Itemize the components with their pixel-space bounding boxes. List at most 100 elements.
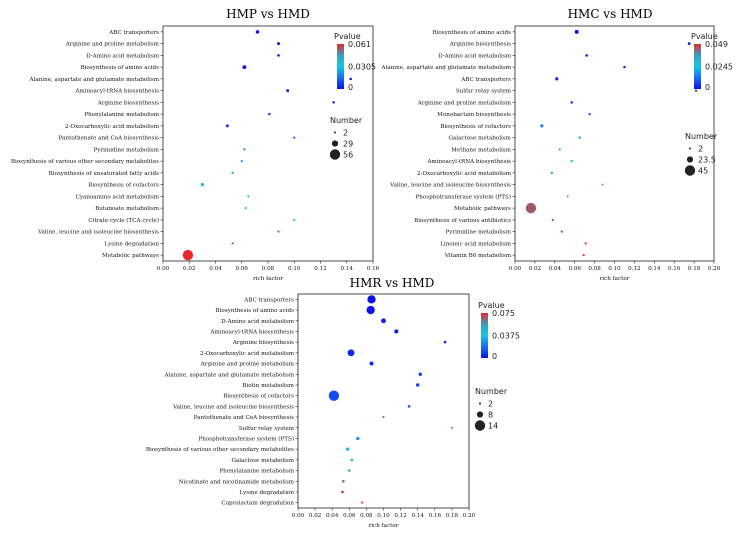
y-tick-label: Alanine, aspartate and glutamate metabol… [381,65,512,71]
y-tick-label: Lysine degradation [239,490,294,496]
x-tick-label: 0.08 [360,513,373,519]
chart-title: HMP vs HMD [226,7,310,21]
y-tick-label: Aminoacyl-tRNA biosynthesis [74,89,159,95]
pvalue-legend-value: 0.061 [348,40,371,49]
y-tick-label: Pyrimidine metabolism [94,147,160,153]
y-tick-label: D-Amino acid metabolism [221,319,295,325]
chart-panel-2: HMC vs HMD Biosynthesis of amino acids Arg… [381,7,733,282]
y-tick-label: Phosphotransferase system (PTS) [199,435,294,442]
y-tick-label: Biosynthesis of cofactors [440,124,511,130]
number-legend-symbol [476,411,484,418]
y-tick-label: 2-Oxocarboxylic acid metabolism [200,351,295,357]
data-point [361,501,364,504]
data-point [570,101,574,104]
chart-title: HMR vs HMD [350,276,435,290]
number-legend-value: 45 [698,167,708,176]
y-tick-label: Arginine and proline metabolism [417,100,512,106]
data-point [381,318,386,324]
x-tick-label: 0.04 [209,266,222,272]
pvalue-legend-value: 0.0305 [348,63,376,72]
y-tick-label: Biosynthesis of unsaturated fatty acids [49,171,159,177]
data-point [525,202,537,214]
y-tick-label: Biotin metabolism [242,383,294,389]
y-tick-label: Alanine, aspartate and glutamate metabol… [164,372,295,378]
x-tick-label: 0.18 [446,513,459,519]
x-tick-label: 0.16 [367,266,380,272]
y-tick-label: D-Amino acid metabolism [86,53,160,59]
data-point [293,218,296,221]
y-tick-label: Valine, leucine and isoleucine biosynthe… [37,230,159,236]
y-tick-label: Arginine biosynthesis [232,340,294,346]
y-tick-label: Aminoacyl-tRNA biosynthesis [209,329,294,335]
number-legend-value: 2 [343,129,348,138]
data-point [268,112,271,116]
pvalue-colorbar [337,44,344,89]
y-tick-label: Valine, leucine and isoleucine biosynthe… [172,404,294,410]
number-legend-value: 23.5 [698,156,716,165]
data-point [418,372,422,376]
y-tick-label: Phenylalanine metabolism [84,112,159,118]
y-tick-label: Biosynthesis of cofactors [88,183,159,189]
data-point [551,218,554,221]
y-tick-label: Biosynthesis of various antibiotics [414,218,511,224]
y-tick-label: Monobactam biosynthesis [437,112,511,118]
x-axis-label: rich factor [253,276,283,282]
data-point [244,207,247,210]
x-tick-label: 0.12 [314,266,327,272]
y-tick-label: Phenylalanine metabolism [219,469,294,475]
y-tick-label: Biosynthesis of amino acids [433,30,512,36]
y-tick-label: Caprolactam degradation [221,501,294,507]
x-axis-label: rich factor [369,523,399,529]
y-tick-label: Aminoacyl-tRNA biosynthesis [426,159,511,165]
y-tick-label: Biosynthesis of cofactors [223,394,294,400]
number-legend-value: 14 [488,422,498,431]
number-legend-symbol [684,165,696,176]
x-tick-label: 0.02 [183,266,196,272]
data-point [582,254,585,257]
data-point [277,230,280,233]
data-point [623,65,626,69]
x-tick-label: 0.18 [688,266,701,272]
y-tick-label: ABC transporters [108,30,159,36]
data-point [687,42,691,46]
data-point [350,458,354,462]
x-tick-label: 0.16 [429,513,442,519]
y-tick-label: Biosynthesis of various other secondary … [11,159,159,165]
data-point [277,54,280,57]
x-tick-label: 0.20 [708,266,721,272]
data-point [540,124,544,128]
chart-panel-3: HMR vs HMD ABC transporters Biosynthesis o… [146,276,520,529]
data-point [694,89,698,92]
x-tick-label: 0.00 [509,266,522,272]
x-tick-label: 0.04 [549,266,562,272]
x-tick-label: 0.02 [309,513,322,519]
data-point [550,171,554,175]
data-point [570,159,573,163]
data-point [588,112,591,116]
number-legend-symbol [479,402,481,405]
data-point [394,329,399,334]
data-point [366,305,375,315]
y-tick-label: Phosphotransferase system (PTS) [416,193,511,200]
data-point [200,183,204,187]
number-legend-symbol [474,420,486,431]
y-tick-label: ABC transporters [243,297,294,303]
y-tick-label: ABC transporters [460,77,511,83]
chart-title: HMC vs HMD [568,7,653,21]
plot-frame [297,293,470,509]
data-point [242,65,247,70]
x-tick-label: 0.06 [236,266,249,272]
x-tick-label: 0.10 [288,266,301,272]
data-point [347,349,355,357]
data-point [367,295,376,304]
x-tick-label: 0.08 [262,266,275,272]
plot-frame [514,25,715,262]
pvalue-legend-value: 0 [348,83,353,92]
number-legend-value: 2 [698,145,703,154]
x-tick-label: 0.08 [588,266,601,272]
x-tick-label: 0.20 [463,513,476,519]
pvalue-legend-value: 0.0245 [705,63,733,72]
data-point [558,148,561,151]
data-point [585,54,588,57]
y-tick-label: Linoleic acid metabolism [440,241,511,247]
